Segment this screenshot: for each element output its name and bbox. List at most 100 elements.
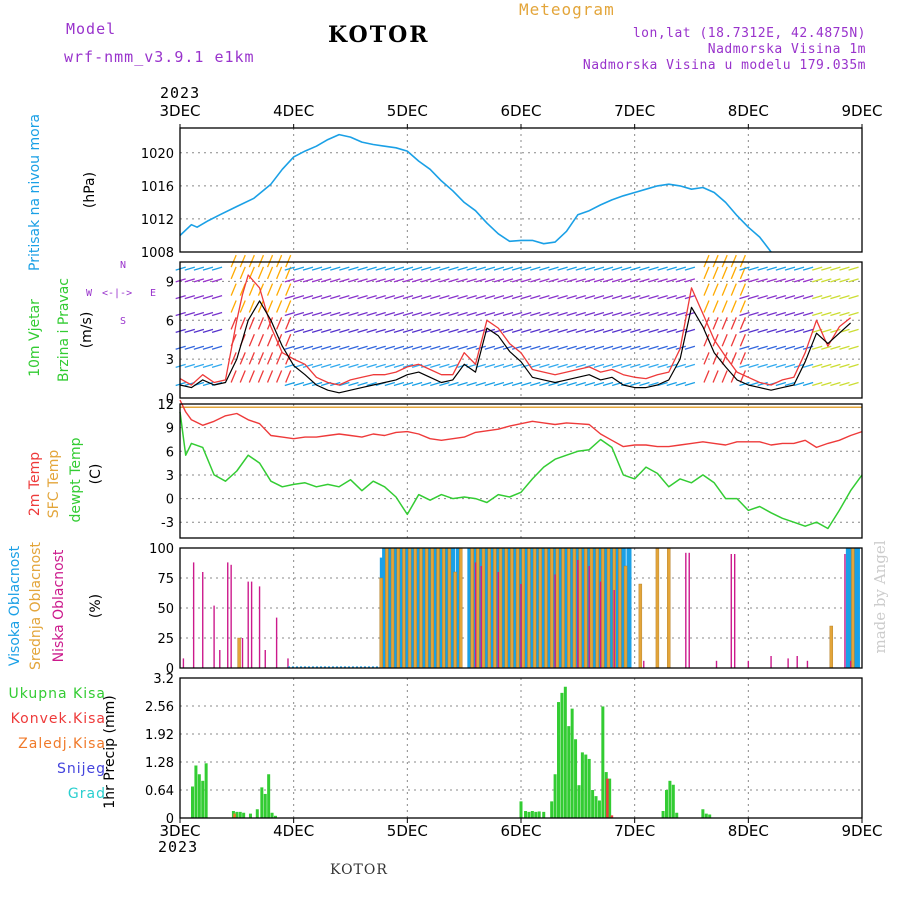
wind-barb (848, 345, 859, 350)
wind-barb (602, 311, 614, 317)
total-precip-bar (584, 754, 588, 818)
wind-barb (784, 266, 796, 271)
wind-barb (639, 311, 650, 317)
wind-barb (357, 295, 368, 300)
wind-barb (348, 311, 359, 317)
wind-barb (830, 266, 841, 271)
total-precip-bar (270, 812, 274, 818)
mid-cloud-bar (549, 547, 554, 669)
mid-cloud-bar (504, 547, 508, 669)
wind-barb (766, 295, 777, 300)
x-tick-label-bottom: 8DEC (728, 822, 769, 840)
wind-barb (802, 278, 814, 283)
wind-barb (248, 283, 255, 296)
wind-barb (630, 295, 641, 300)
wind-barb (675, 311, 687, 317)
wind-barb (493, 266, 505, 271)
wind-barb (703, 300, 710, 313)
wind-barb (384, 295, 396, 300)
total-precip-bar (570, 708, 574, 818)
wind-barb (357, 363, 368, 368)
wind-barb (593, 381, 605, 387)
wind-barb (521, 278, 532, 283)
wind-barb (384, 311, 396, 317)
wind-barb (357, 266, 368, 271)
wind-barb (248, 317, 255, 330)
legend-frz-precip: Zaledj.Kisa (18, 736, 106, 752)
wind-barb (648, 311, 659, 317)
wind-barb (439, 266, 450, 271)
high-cloud-bar (854, 548, 860, 668)
wind-barb (384, 328, 396, 333)
total-precip-bar (255, 809, 259, 818)
mid-cloud-bar (402, 547, 406, 669)
wind-barb (802, 381, 814, 387)
wind-barb (548, 311, 559, 317)
wind-barb (184, 328, 195, 333)
wind-barb (630, 363, 641, 368)
wind-barb (557, 278, 568, 283)
wind-barb (466, 345, 477, 350)
wind-barb (439, 381, 450, 387)
wind-barb (457, 278, 468, 283)
wind-barb (802, 328, 814, 333)
wind-barb (284, 295, 295, 300)
high-cloud-bar (399, 548, 405, 668)
wind-barb (284, 381, 295, 387)
high-cloud-bar (467, 548, 473, 668)
wind-barb (302, 363, 314, 368)
total-precip-bar (708, 814, 712, 818)
wind-barb (202, 278, 214, 283)
wind-barb (648, 266, 659, 271)
wind-barb (721, 370, 728, 383)
wind-barb (566, 345, 577, 350)
wind-barb (521, 381, 532, 387)
wind-barb (648, 295, 659, 300)
wind-barb (211, 311, 223, 317)
wind-barb (666, 381, 677, 387)
x-tick-label-bottom: 6DEC (500, 822, 541, 840)
wind-barb (730, 266, 737, 280)
wind-barb (666, 345, 677, 350)
x-tick-label-top: 3DEC (159, 102, 200, 120)
wind-barb (230, 283, 237, 296)
wind-barb (311, 381, 323, 387)
wind-barb (239, 317, 246, 330)
wind-barb (230, 370, 237, 383)
wind-barb (530, 311, 541, 317)
high-cloud-bar (592, 548, 598, 668)
wind-barb (584, 295, 596, 300)
wind-barb (848, 311, 859, 317)
wind-barb (684, 363, 696, 368)
wind-barb (566, 295, 577, 300)
wind-barb (184, 278, 195, 283)
mid-cloud-bar (527, 547, 531, 669)
wind-barb (721, 283, 728, 296)
wind-barb (784, 295, 796, 300)
wind-barb (511, 278, 523, 283)
wind-barb (211, 363, 223, 368)
wind-barb (730, 317, 737, 330)
wind-barb (766, 328, 777, 333)
wind-barb (712, 333, 719, 347)
mid-cloud-bar (396, 547, 400, 669)
wind-barb (657, 295, 668, 300)
total-precip-bar (557, 702, 561, 818)
wind-barb (193, 278, 205, 283)
wind-barb (302, 266, 314, 271)
wind-barb (230, 300, 237, 313)
mid-cloud-bar (589, 547, 594, 669)
wind-barb (757, 295, 768, 300)
wind-barb (302, 311, 314, 317)
wind-barb (630, 328, 641, 333)
mid-cloud-bar (601, 547, 605, 669)
y-tick-label: 1008 (141, 246, 174, 261)
wind-barb (748, 311, 759, 317)
wind-barb (566, 328, 577, 333)
total-precip-bar (574, 739, 578, 818)
wind-barb (320, 278, 332, 283)
wind-barb (621, 311, 632, 317)
wind-barb (757, 328, 768, 333)
wind-barb (239, 254, 246, 268)
wind-barb (539, 278, 550, 283)
